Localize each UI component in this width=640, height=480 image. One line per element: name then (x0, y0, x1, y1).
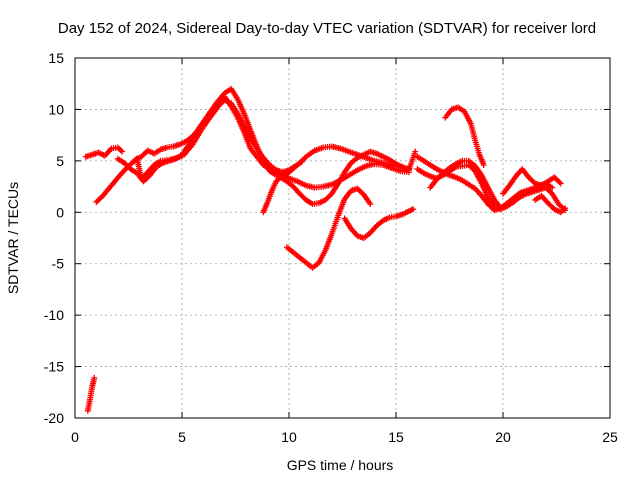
y-tick-label: 0 (56, 204, 64, 220)
data-point (549, 184, 556, 191)
y-tick-label: 5 (56, 153, 64, 169)
data-point (367, 201, 374, 208)
data-point (298, 158, 305, 165)
chart-title: Day 152 of 2024, Sidereal Day-to-day VTE… (58, 20, 596, 37)
series-track-h (341, 206, 417, 241)
x-tick-label: 20 (495, 429, 511, 445)
data-point (412, 148, 419, 155)
series-track-b (82, 144, 126, 160)
x-tick-label: 15 (388, 429, 404, 445)
series-track-a (84, 374, 98, 414)
series-track-c (93, 94, 412, 205)
y-tick-label: -10 (44, 307, 64, 323)
data-point (119, 148, 126, 155)
y-tick-label: -20 (44, 410, 64, 426)
data-point (480, 161, 487, 168)
series-track-f (260, 148, 419, 216)
plot-frame (74, 57, 611, 419)
x-tick-label: 25 (602, 429, 618, 445)
ticks (74, 57, 611, 419)
y-axis-label: SDTVAR / TECUs (5, 182, 21, 294)
y-tick-label: -15 (44, 359, 64, 375)
x-tick-label: 0 (71, 429, 79, 445)
x-tick-label: 10 (281, 429, 297, 445)
y-tick-label: -5 (52, 256, 65, 272)
y-tick-label: 15 (48, 50, 64, 66)
x-axis-label: GPS time / hours (287, 457, 394, 473)
y-tick-label: 10 (48, 101, 64, 117)
data-point (562, 205, 569, 212)
data-point (91, 374, 98, 381)
x-tick-label: 5 (178, 429, 186, 445)
data-point (497, 205, 504, 212)
series-track-m (500, 166, 564, 197)
series-track-k (427, 157, 504, 212)
series-track-e (131, 97, 305, 176)
data-point (557, 180, 564, 187)
series-track-n (532, 192, 569, 216)
data-point (556, 179, 563, 186)
series-track-d (114, 85, 412, 185)
data-points (82, 85, 569, 414)
series-track-g (283, 185, 374, 271)
series-track-l (442, 104, 487, 168)
grid (75, 58, 610, 418)
tick-labels: 0 5 10 15 20 25 -20 -15 -10 -5 0 5 10 15 (44, 50, 618, 445)
data-point (410, 206, 417, 213)
